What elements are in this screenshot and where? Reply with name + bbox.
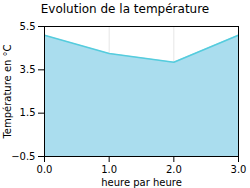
svg-text:3.5: 3.5 — [20, 64, 36, 75]
html-text:Evolution de la température: Evolution de la température — [40, 2, 210, 16]
svg-text:3.0: 3.0 — [231, 164, 247, 175]
svg-text:1.5: 1.5 — [20, 107, 36, 118]
svg-text:1.0: 1.0 — [101, 164, 117, 175]
svg-text:0.0: 0.0 — [37, 164, 53, 175]
svg-text:heure par heure: heure par heure — [101, 177, 182, 188]
svg-text:Température en °C: Température en °C — [2, 44, 13, 139]
svg-text:−0.5: −0.5 — [11, 151, 35, 162]
svg-text:2.0: 2.0 — [166, 164, 182, 175]
svg-text:5.5: 5.5 — [20, 21, 36, 32]
